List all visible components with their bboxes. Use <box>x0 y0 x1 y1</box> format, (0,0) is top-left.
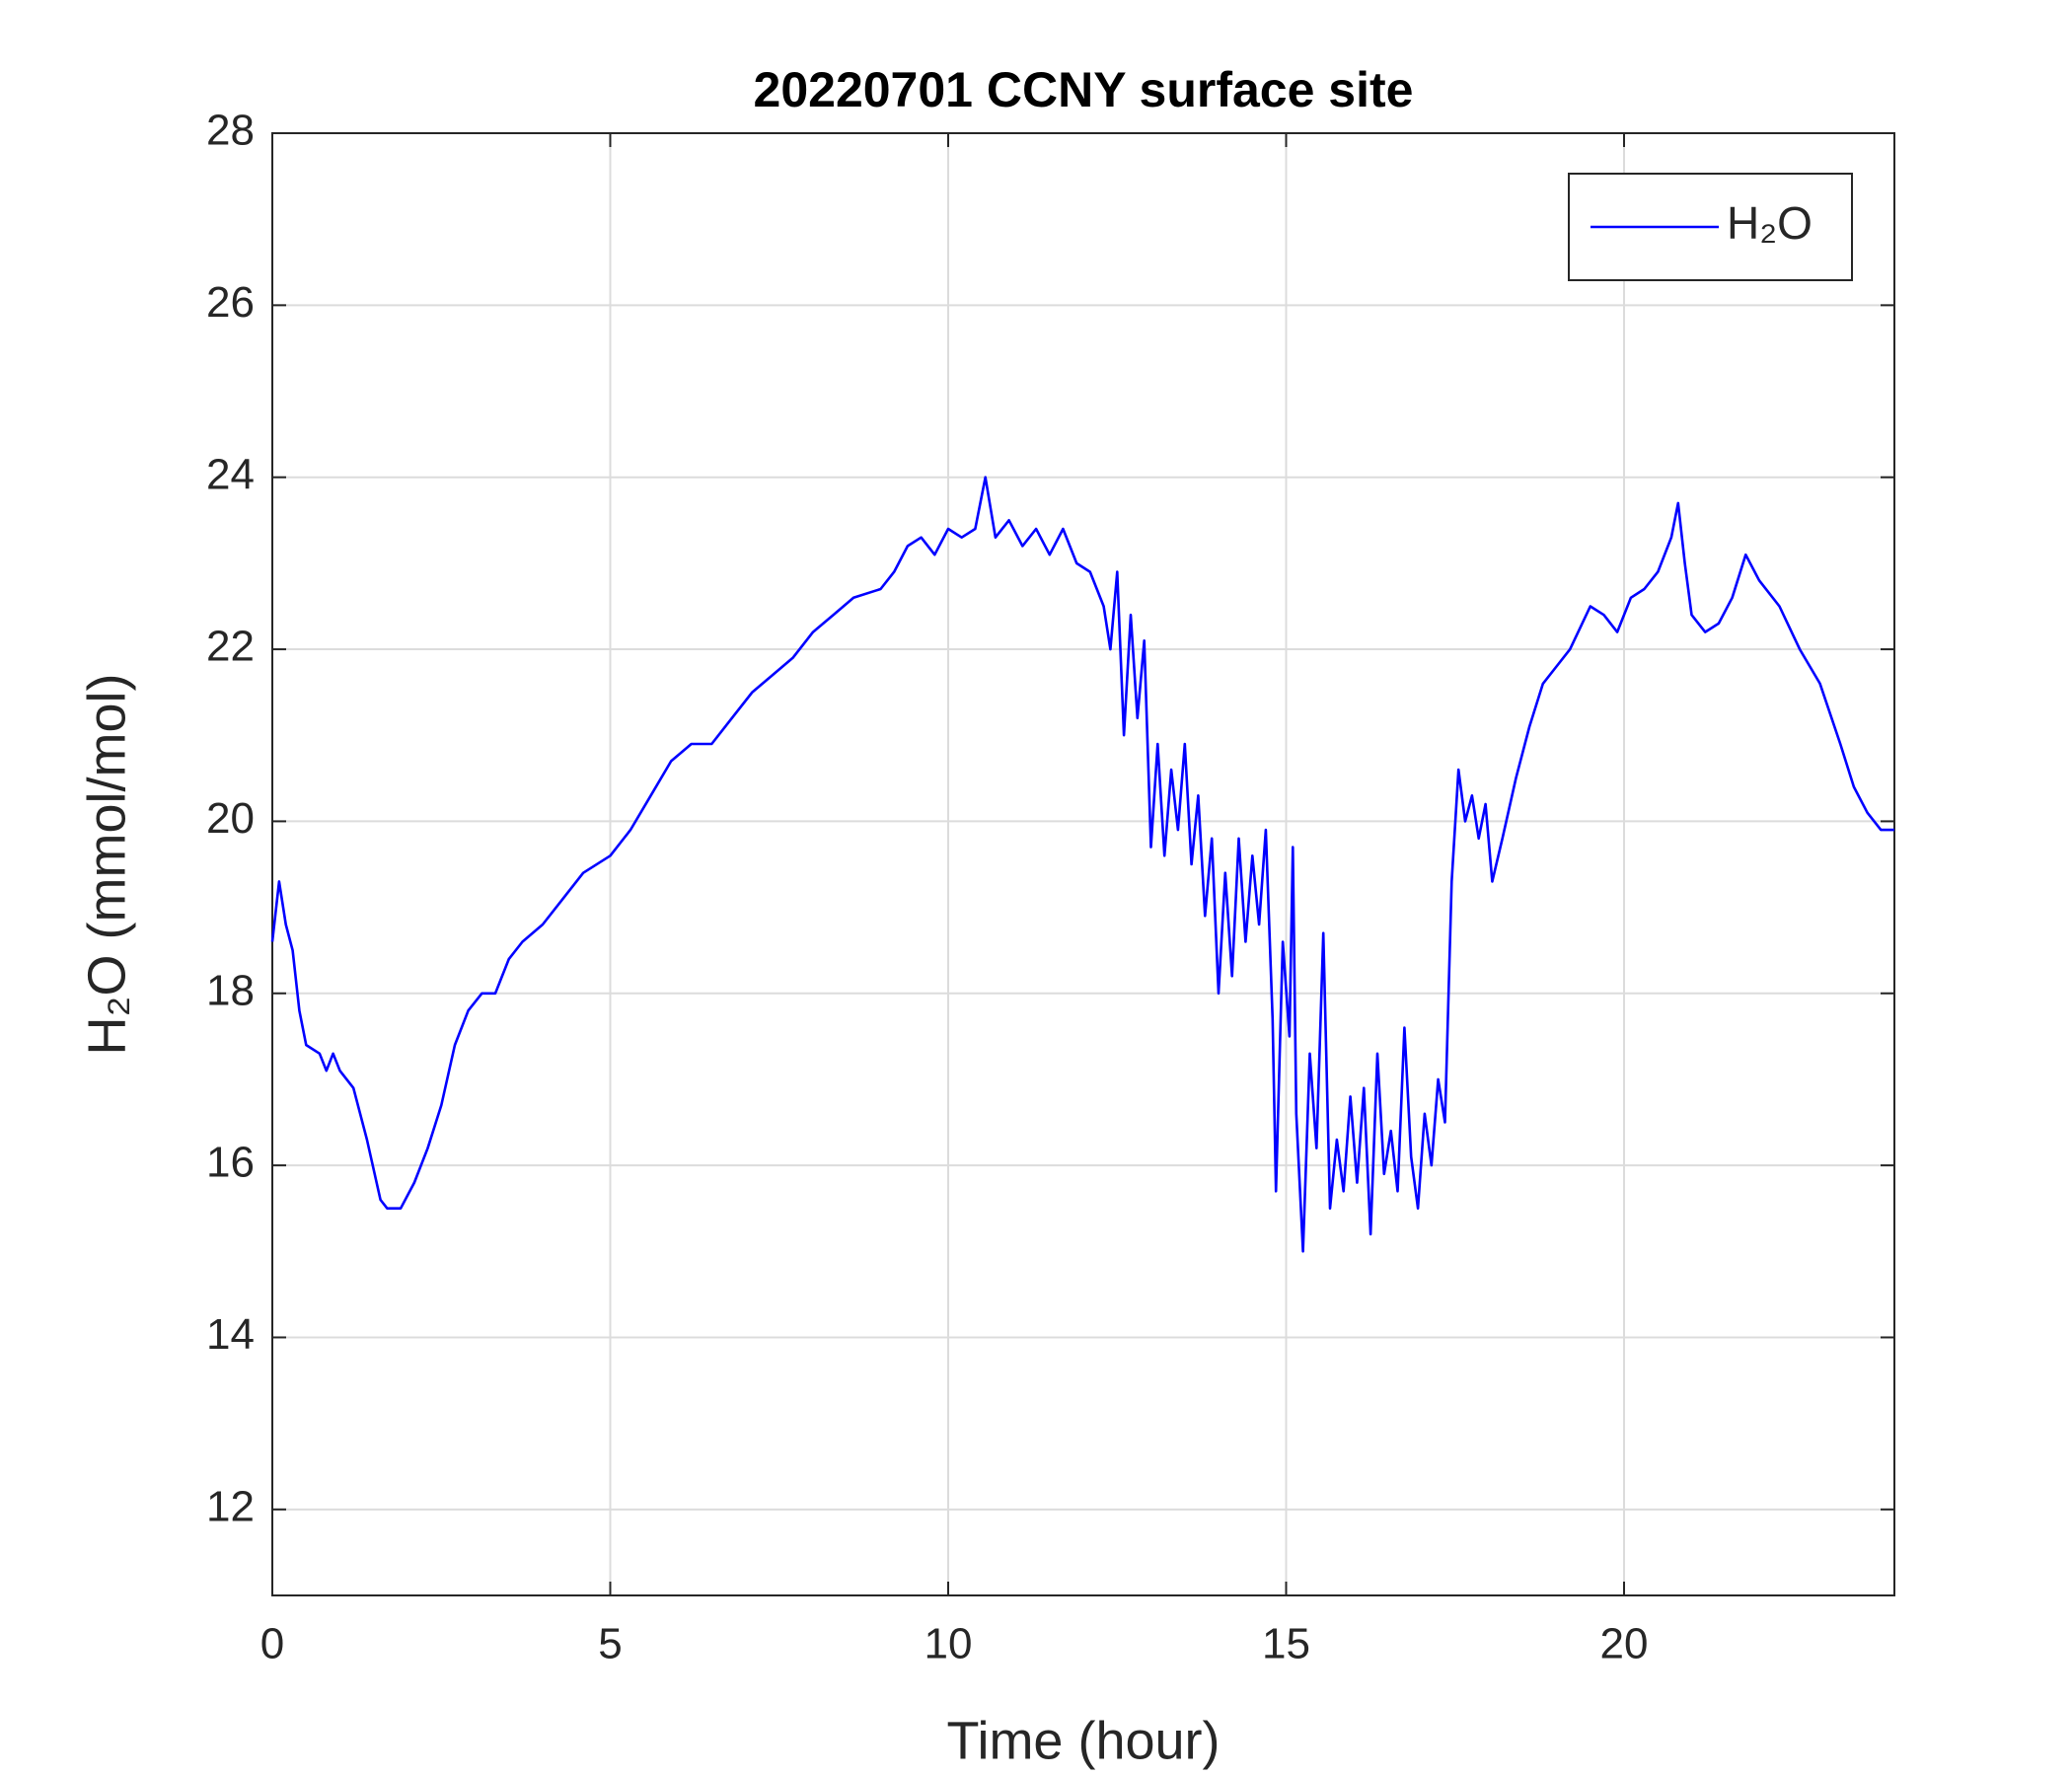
legend-label: H₂O <box>1727 197 1813 249</box>
y-tick-label: 22 <box>206 623 255 671</box>
y-axis-label: H₂O (mmol/mol) <box>77 674 136 1056</box>
y-tick-label: 18 <box>206 966 255 1014</box>
x-axis-label: Time (hour) <box>946 1711 1220 1770</box>
x-tick-label: 10 <box>925 1620 973 1668</box>
y-tick-label: 12 <box>206 1482 255 1530</box>
x-tick-label: 5 <box>598 1620 622 1668</box>
y-tick-label: 26 <box>206 278 255 327</box>
plot-frame <box>271 132 1895 1596</box>
y-tick-label: 16 <box>206 1139 255 1187</box>
x-tick-label: 15 <box>1262 1620 1310 1668</box>
y-tick-label: 24 <box>206 450 255 498</box>
data-line <box>270 476 1894 1253</box>
y-tick-label: 14 <box>206 1310 255 1359</box>
chart-title: 20220701 CCNY surface site <box>754 62 1414 117</box>
y-tick-label: 20 <box>206 794 255 843</box>
y-tick-label: 28 <box>206 107 255 155</box>
x-tick-label: 0 <box>260 1620 284 1668</box>
x-tick-label: 20 <box>1600 1620 1649 1668</box>
